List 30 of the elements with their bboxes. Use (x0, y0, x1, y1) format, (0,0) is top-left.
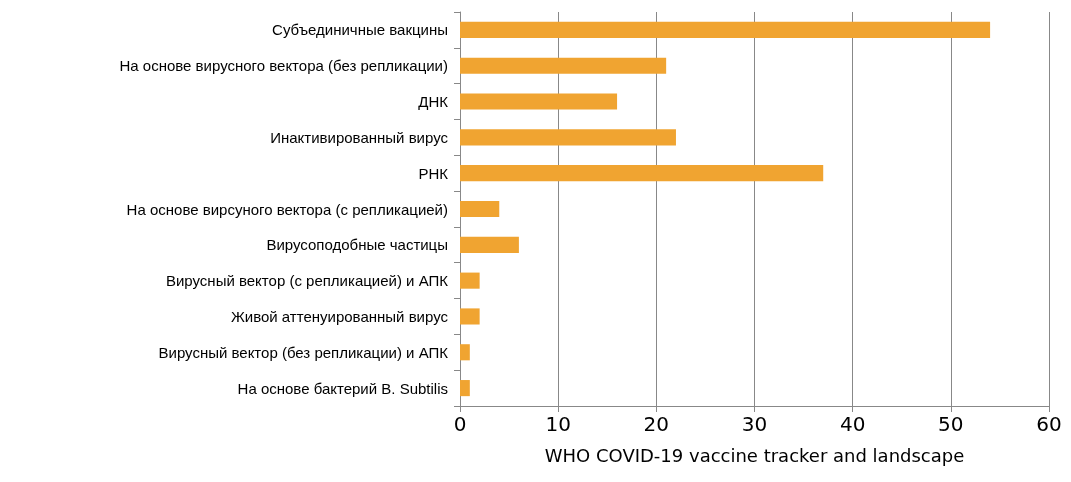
y-tick-label: Вирусоподобные частицы (266, 236, 448, 254)
y-tick-label: Субъединичные вакцины (272, 21, 448, 39)
bar (460, 380, 470, 397)
y-tick-label: На основе бактерий B. Subtilis (237, 379, 448, 397)
bar (460, 344, 470, 361)
y-tick-label: Вирусный вектор (с репликацией) и АПК (165, 272, 449, 290)
y-tick-label: Вирусный вектор (без репликации) и АПК (158, 343, 449, 361)
y-tick-label: На основе вирусного вектора (без репликации) (119, 57, 448, 75)
bar (460, 57, 667, 74)
x-tick-label: 20 (643, 412, 670, 436)
bar (460, 21, 991, 38)
y-tick-label: Инактивированный вирус (270, 128, 449, 146)
bar (460, 308, 480, 325)
y-tick-label: Живой аттенуированный вирус (230, 307, 449, 325)
x-tick-label: 0 (453, 412, 467, 436)
y-tick-label: РНК (418, 164, 449, 182)
bar (460, 200, 500, 218)
bar (460, 165, 824, 182)
y-tick-label: На основе вирсуного вектора (с репликацией) (126, 200, 448, 218)
y-tick-label: ДНК (418, 93, 449, 111)
bar (460, 236, 519, 253)
x-tick-label: 30 (741, 412, 768, 436)
bar (460, 93, 618, 110)
x-tick-label: 40 (839, 412, 866, 436)
x-tick-label: 50 (938, 412, 964, 436)
x-tick-label: 60 (1036, 412, 1062, 436)
x-tick-label: 10 (545, 412, 571, 436)
bar (460, 129, 676, 146)
bar (460, 272, 480, 289)
x-axis-title: WHO COVID-19 vaccine tracker and landscape (544, 444, 965, 466)
